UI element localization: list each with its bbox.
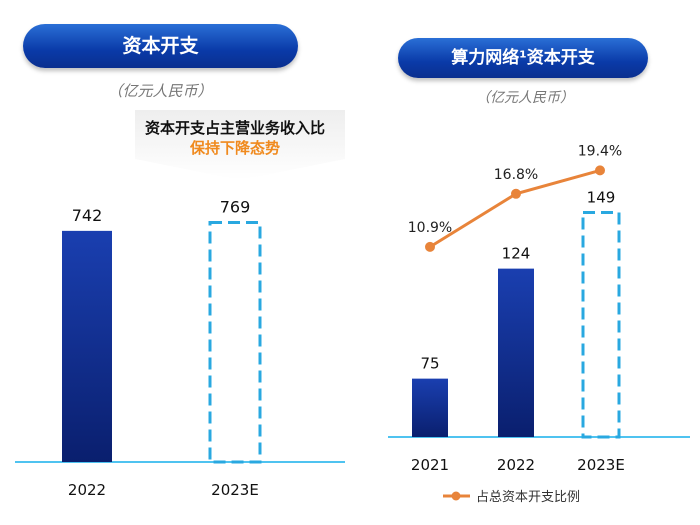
right-unit: （亿元人民币） <box>476 90 574 106</box>
bar-value-label: 75 <box>420 355 439 373</box>
line-point <box>595 165 605 176</box>
x-tick-label: 2022 <box>68 481 106 499</box>
x-tick-label: 2021 <box>411 456 449 474</box>
bar-value-label: 769 <box>220 197 251 216</box>
x-tick-label: 2022 <box>497 456 535 474</box>
right-title-banner: 算力网络¹资本开支 <box>398 38 648 78</box>
x-tick-label: 2023E <box>577 456 625 474</box>
line-value-label: 10.9% <box>408 220 452 236</box>
bar-value-label: 124 <box>502 245 531 263</box>
note-line1: 资本开支占主营业务收入比 <box>144 119 325 137</box>
left-title-banner: 资本开支 <box>23 24 298 68</box>
line-point <box>425 241 435 252</box>
bar-dashed <box>208 220 262 464</box>
line-point <box>511 188 521 199</box>
left-unit: （亿元人民币） <box>107 82 213 100</box>
legend-marker <box>451 491 461 501</box>
bar-value-label: 149 <box>587 189 616 207</box>
line-value-label: 19.4% <box>578 143 622 159</box>
x-tick-label: 2023E <box>211 481 259 499</box>
bar-value-label: 742 <box>72 206 103 225</box>
bar <box>498 268 534 437</box>
bar-dashed <box>581 211 621 439</box>
note-line2: 保持下降态势 <box>189 139 280 157</box>
bar <box>412 378 448 437</box>
line-value-label: 16.8% <box>494 167 538 183</box>
bar <box>62 230 112 462</box>
legend-label: 占总资本开支比例 <box>476 490 580 505</box>
